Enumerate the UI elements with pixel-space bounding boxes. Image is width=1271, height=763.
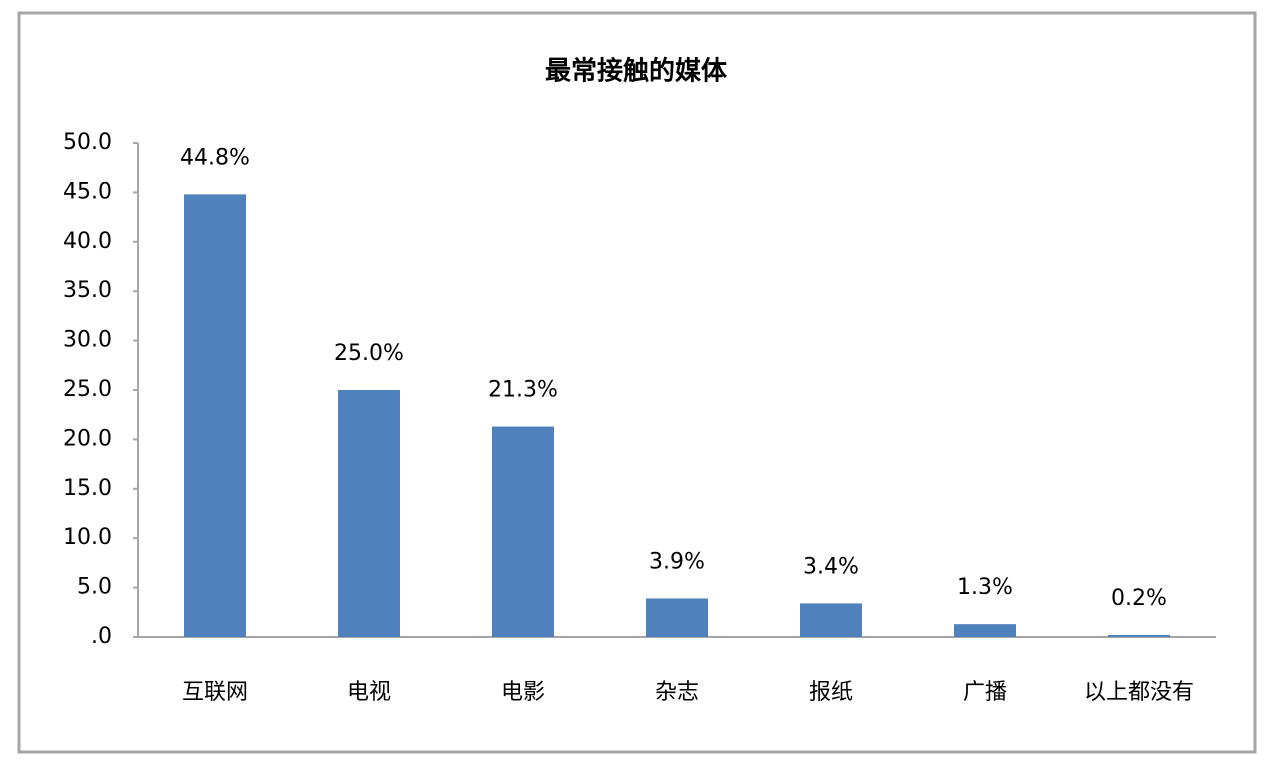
x-tick-label: 电影: [501, 680, 545, 705]
y-tick-label: 40.0: [63, 229, 112, 254]
bar: [800, 603, 862, 637]
y-tick-label: 45.0: [63, 179, 112, 204]
bar: [492, 426, 554, 637]
value-label: 44.8%: [180, 145, 250, 170]
bar: [954, 624, 1016, 637]
x-tick-label: 电视: [347, 680, 391, 705]
x-tick-label: 报纸: [809, 680, 853, 705]
x-tick-label: 互联网: [182, 680, 248, 705]
bar: [184, 194, 246, 637]
y-tick-label: 50.0: [63, 130, 112, 155]
y-tick-label: 20.0: [63, 426, 112, 451]
x-tick-label: 杂志: [655, 680, 699, 705]
y-tick-label: 25.0: [63, 377, 112, 402]
bar: [1108, 635, 1170, 637]
value-label: 25.0%: [334, 341, 404, 366]
y-tick-label: 35.0: [63, 278, 112, 303]
bar: [338, 390, 400, 637]
y-tick-label: 5.0: [77, 575, 112, 600]
value-label: 3.4%: [803, 554, 859, 579]
y-tick-label: 15.0: [63, 476, 112, 501]
value-label: 1.3%: [957, 575, 1013, 600]
value-label: 3.9%: [649, 549, 705, 574]
value-label: 21.3%: [488, 378, 558, 403]
y-tick-label: .0: [91, 624, 112, 649]
value-label: 0.2%: [1111, 586, 1167, 611]
y-tick-label: 30.0: [63, 328, 112, 353]
x-tick-label: 以上都没有: [1084, 680, 1194, 705]
x-tick-label: 广播: [963, 680, 1007, 705]
bar: [646, 598, 708, 637]
y-tick-label: 10.0: [63, 525, 112, 550]
chart-title: 最常接触的媒体: [545, 56, 728, 87]
